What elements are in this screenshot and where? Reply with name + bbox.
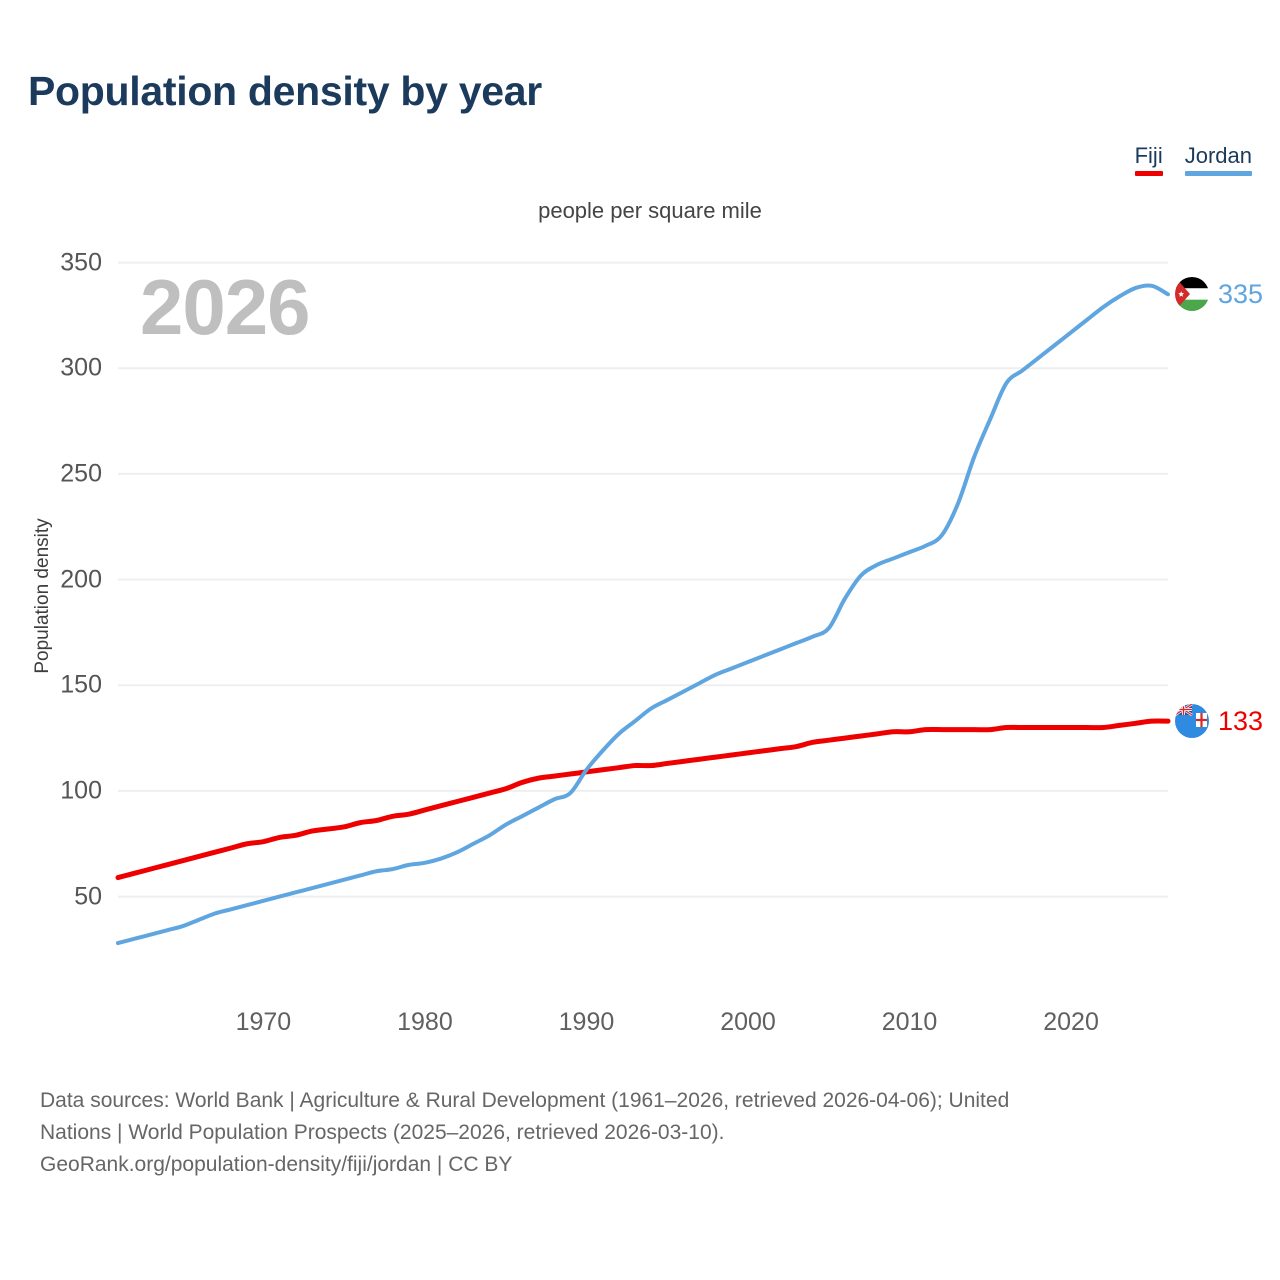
y-tick-label: 50 <box>74 882 102 911</box>
gridlines <box>118 261 1168 898</box>
x-tick-label: 2020 <box>1043 1008 1099 1036</box>
x-tick-label: 1980 <box>397 1008 453 1036</box>
legend-color-swatch-fiji <box>1134 171 1163 177</box>
year-watermark: 2026 <box>140 263 311 351</box>
x-tick-label: 1970 <box>235 1008 292 1036</box>
chart-plot-area: 2026 Population density 50 100 150 200 250 30… <box>32 248 1264 1036</box>
x-tick-label: 2010 <box>881 1008 938 1036</box>
series-line-fiji <box>115 718 1171 881</box>
fiji-flag-icon <box>1175 704 1209 739</box>
page-title: Population density by year <box>28 68 542 114</box>
footer-sources: Data sources: World Bank | Agriculture &… <box>40 1085 1255 1181</box>
y-tick-label: 100 <box>60 776 102 805</box>
end-marker-fiji[interactable]: 133 <box>1175 704 1264 739</box>
x-tick-label: 1990 <box>558 1008 615 1036</box>
y-tick-label: 250 <box>60 459 102 488</box>
footer-line-3: GeoRank.org/population-density/fiji/jord… <box>40 1152 513 1176</box>
legend-color-swatch-jordan <box>1184 171 1252 177</box>
end-value-jordan: 335 <box>1218 278 1264 309</box>
y-tick-label: 350 <box>60 248 102 277</box>
legend-label-fiji: Fiji <box>1134 143 1163 168</box>
end-value-fiji: 133 <box>1218 705 1264 736</box>
x-tick-label: 2000 <box>720 1008 776 1036</box>
end-marker-jordan[interactable]: 335 <box>1175 277 1264 312</box>
series-line-jordan <box>116 283 1170 946</box>
legend-item-jordan[interactable]: Jordan <box>1184 143 1252 177</box>
footer-line-2: Nations | World Population Prospects (20… <box>40 1120 725 1144</box>
footer-line-1: Data sources: World Bank | Agriculture &… <box>40 1089 1010 1112</box>
legend: Fiji Jordan <box>1134 143 1252 177</box>
data-series-lines <box>115 283 1171 946</box>
legend-item-fiji[interactable]: Fiji <box>1134 143 1163 177</box>
y-tick-label: 150 <box>60 670 102 699</box>
y-tick-label: 200 <box>60 565 102 594</box>
jordan-flag-icon <box>1175 277 1209 312</box>
chart-svg <box>115 261 1171 946</box>
y-tick-label: 300 <box>60 353 102 382</box>
legend-label-jordan: Jordan <box>1184 143 1252 168</box>
chart-subtitle: people per square mile <box>538 198 762 223</box>
